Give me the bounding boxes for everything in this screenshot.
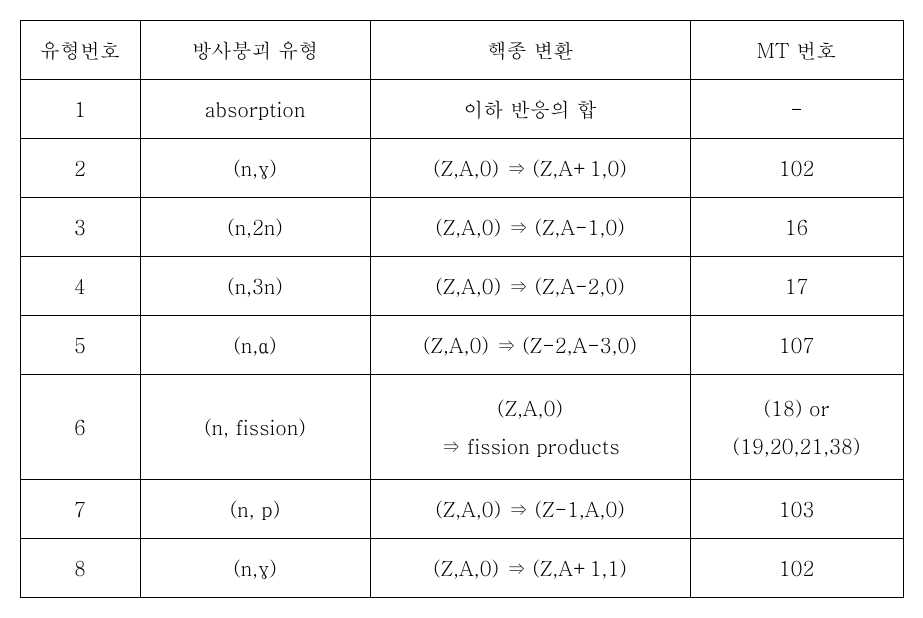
- table-cell: (n,3n): [140, 257, 370, 316]
- table-cell: 3: [20, 198, 140, 257]
- nuclear-reaction-table: 유형번호 방사붕괴 유형 핵종 변환 MT 번호 1absorption이하 반…: [20, 20, 904, 598]
- table-cell: 107: [690, 316, 903, 375]
- header-nuclide-transform: 핵종 변환: [370, 21, 690, 80]
- table-cell: 102: [690, 539, 903, 598]
- table-cell: (Z,A,0) ⇒ (Z-1,A,0): [370, 480, 690, 539]
- table-cell: -: [690, 80, 903, 139]
- table-cell: 8: [20, 539, 140, 598]
- table-cell: (Z,A,0) ⇒ (Z,A-1,0): [370, 198, 690, 257]
- header-type-number: 유형번호: [20, 21, 140, 80]
- table-cell: absorption: [140, 80, 370, 139]
- table-cell: 16: [690, 198, 903, 257]
- table-cell: 1: [20, 80, 140, 139]
- cell-line: (18) or: [763, 393, 829, 422]
- table-header-row: 유형번호 방사붕괴 유형 핵종 변환 MT 번호: [20, 21, 903, 80]
- table-row: 6(n, fission) (Z,A,0) ⇒ fission products (1…: [20, 375, 903, 480]
- table-cell: (n,γ): [140, 139, 370, 198]
- table-cell: (n,2n): [140, 198, 370, 257]
- table-cell: (Z,A,0) ⇒ (Z,A+1,0): [370, 139, 690, 198]
- table-cell: 102: [690, 139, 903, 198]
- table-cell: 이하 반응의 합: [370, 80, 690, 139]
- table-cell: 2: [20, 139, 140, 198]
- cell-line: (19,20,21,38): [733, 431, 861, 460]
- table-cell: (n,γ): [140, 539, 370, 598]
- cell-line: ⇒ fission products: [440, 431, 619, 460]
- table-cell: (Z,A,0) ⇒ (Z,A+1,1): [370, 539, 690, 598]
- table-cell: (Z,A,0) ⇒ (Z,A-2,0): [370, 257, 690, 316]
- table-cell: (n,α): [140, 316, 370, 375]
- table-cell: 6: [20, 375, 140, 480]
- table-row: 8(n,γ)(Z,A,0) ⇒ (Z,A+1,1)102: [20, 539, 903, 598]
- header-decay-type: 방사붕괴 유형: [140, 21, 370, 80]
- cell-line: (Z,A,0): [497, 393, 563, 422]
- table-cell: (Z,A,0) ⇒ fission products: [370, 375, 690, 480]
- table-cell: (n, p): [140, 480, 370, 539]
- table-cell: 103: [690, 480, 903, 539]
- table-cell: 7: [20, 480, 140, 539]
- table-cell: (18) or (19,20,21,38): [690, 375, 903, 480]
- table-cell: (Z,A,0) ⇒ (Z-2,A-3,0): [370, 316, 690, 375]
- table-row: 7(n, p)(Z,A,0) ⇒ (Z-1,A,0)103: [20, 480, 903, 539]
- header-mt-number: MT 번호: [690, 21, 903, 80]
- table-cell: 5: [20, 316, 140, 375]
- table-row: 4(n,3n)(Z,A,0) ⇒ (Z,A-2,0)17: [20, 257, 903, 316]
- table-row: 1absorption이하 반응의 합-: [20, 80, 903, 139]
- table-cell: 17: [690, 257, 903, 316]
- table-row: 2(n,γ)(Z,A,0) ⇒ (Z,A+1,0)102: [20, 139, 903, 198]
- table-row: 5(n,α)(Z,A,0) ⇒ (Z-2,A-3,0)107: [20, 316, 903, 375]
- table-cell: 4: [20, 257, 140, 316]
- table-cell: (n, fission): [140, 375, 370, 480]
- table-row: 3(n,2n)(Z,A,0) ⇒ (Z,A-1,0)16: [20, 198, 903, 257]
